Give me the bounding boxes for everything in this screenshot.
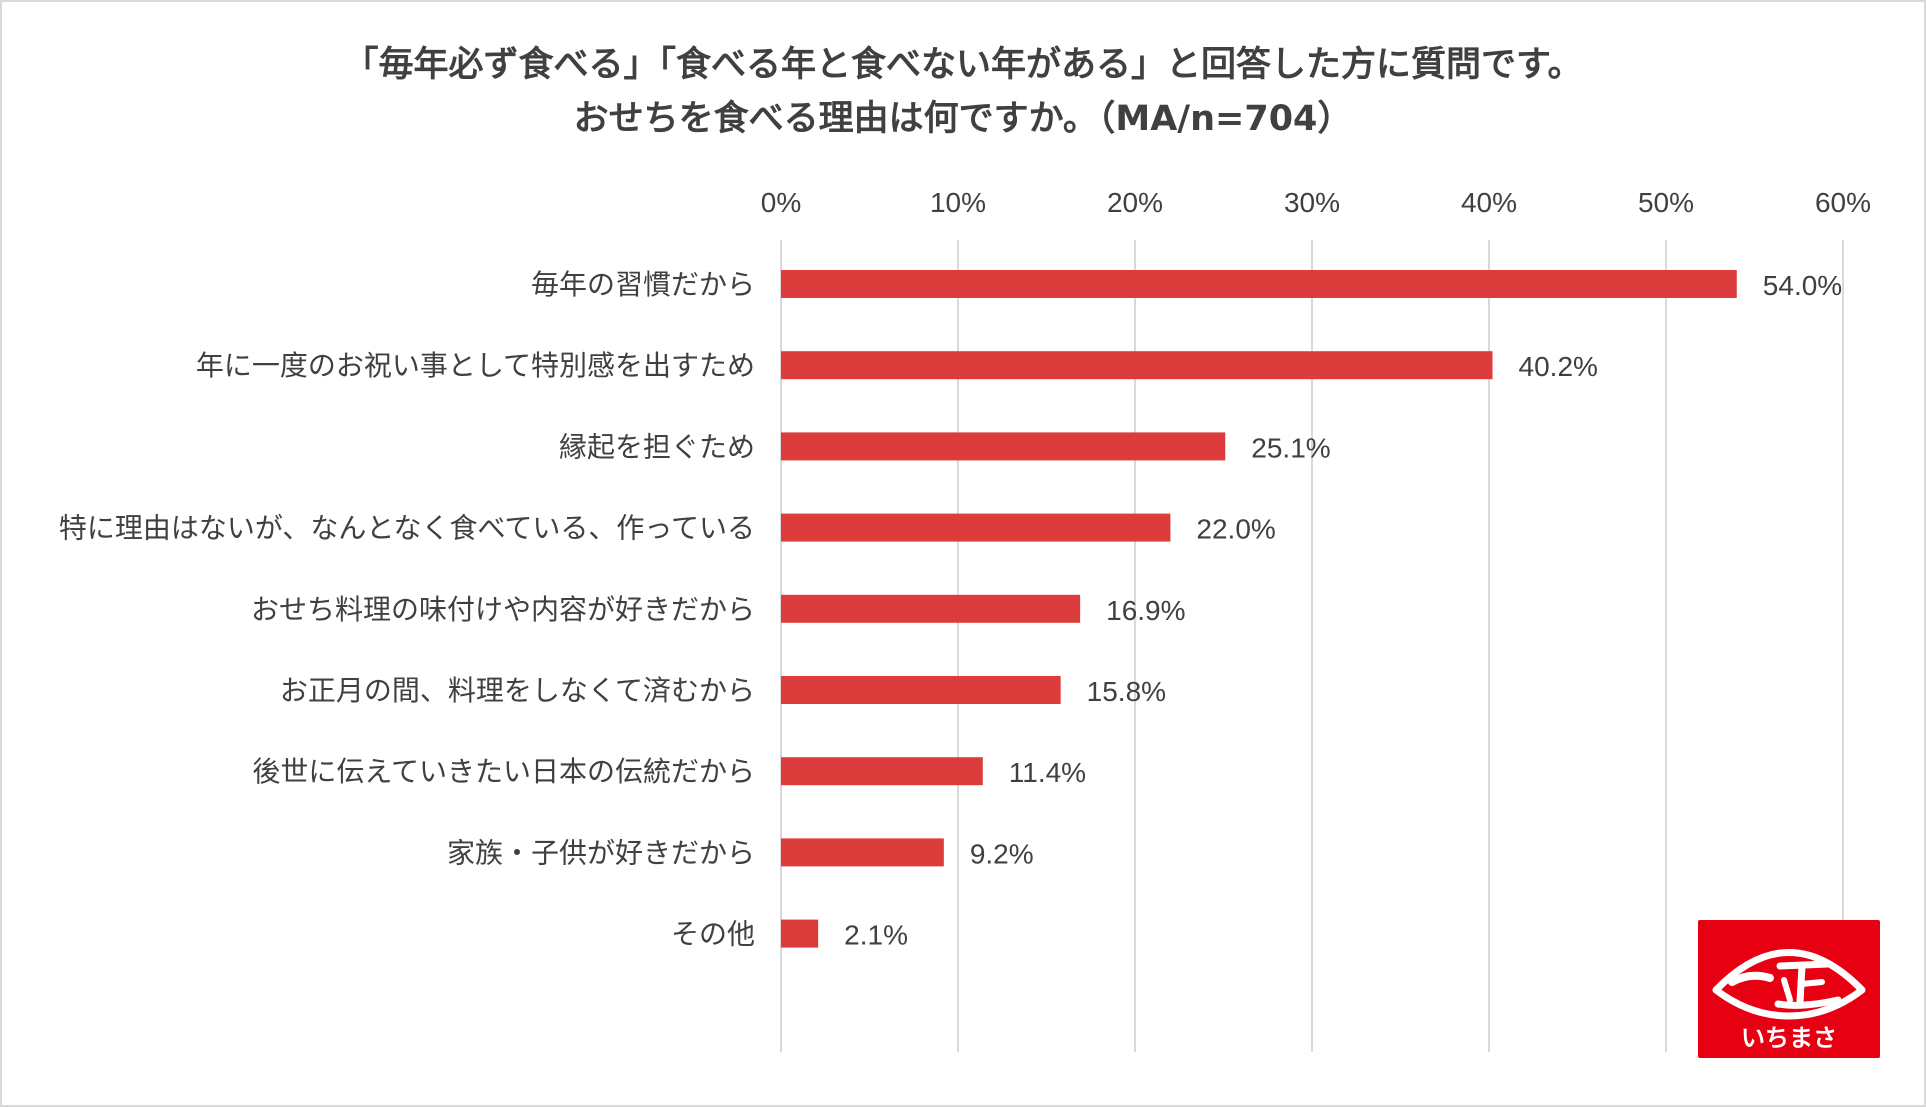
bar: [781, 919, 819, 948]
category-label: お正月の間、料理をしなくて済むから: [280, 674, 755, 707]
bar: [781, 594, 1081, 623]
bar: [781, 351, 1493, 380]
x-tick-label: 20%: [1107, 187, 1163, 218]
value-label: 9.2%: [970, 838, 1034, 869]
category-label: 特に理由はないが、なんとなく食べている、作っている: [59, 512, 755, 545]
value-label: 15.8%: [1087, 676, 1166, 707]
bar: [781, 676, 1061, 704]
x-tick-label: 50%: [1638, 187, 1694, 218]
x-tick-label: 10%: [930, 187, 986, 218]
x-tick-label: 0%: [761, 187, 801, 218]
chart-title-line-2: おせちを食べる理由は何ですか。（MA/n=704）: [573, 99, 1353, 139]
value-label: 22.0%: [1196, 514, 1275, 545]
value-label: 54.0%: [1763, 270, 1842, 301]
value-label: 16.9%: [1106, 595, 1185, 626]
chart-title: 「毎年必ず食べる」「食べる年と食べない年がある」と回答した方に質問です。 おせち…: [0, 38, 1926, 146]
value-label: 11.4%: [1009, 757, 1086, 788]
category-label: 毎年の習慣だから: [531, 268, 755, 301]
ichimasa-logo: いちまさ: [1698, 920, 1880, 1058]
logo-brand-text: いちまさ: [1741, 1024, 1837, 1052]
value-label: 40.2%: [1519, 351, 1598, 382]
x-tick-label: 60%: [1815, 187, 1871, 218]
category-label: その他: [671, 918, 755, 951]
bar: [781, 270, 1737, 298]
category-label: 後世に伝えていきたい日本の伝統だから: [252, 755, 755, 788]
category-label: 家族・子供が好きだから: [447, 836, 755, 869]
category-label: おせち料理の味付けや内容が好きだから: [251, 593, 755, 626]
category-label: 縁起を担ぐため: [559, 430, 755, 463]
chart-title-line-1: 「毎年必ず食べる」「食べる年と食べない年がある」と回答した方に質問です。: [343, 45, 1583, 85]
ichimasa-logo-mark: いちまさ: [1712, 949, 1866, 1052]
x-tick-label: 30%: [1284, 187, 1340, 218]
value-label: 25.1%: [1251, 432, 1330, 463]
bar: [781, 757, 983, 786]
x-tick-label: 40%: [1461, 187, 1517, 218]
value-label: 2.1%: [844, 920, 908, 951]
bar: [781, 838, 944, 867]
bar: [781, 432, 1226, 461]
category-label: 年に一度のお祝い事として特別感を出すため: [196, 349, 755, 382]
bar: [781, 513, 1171, 542]
